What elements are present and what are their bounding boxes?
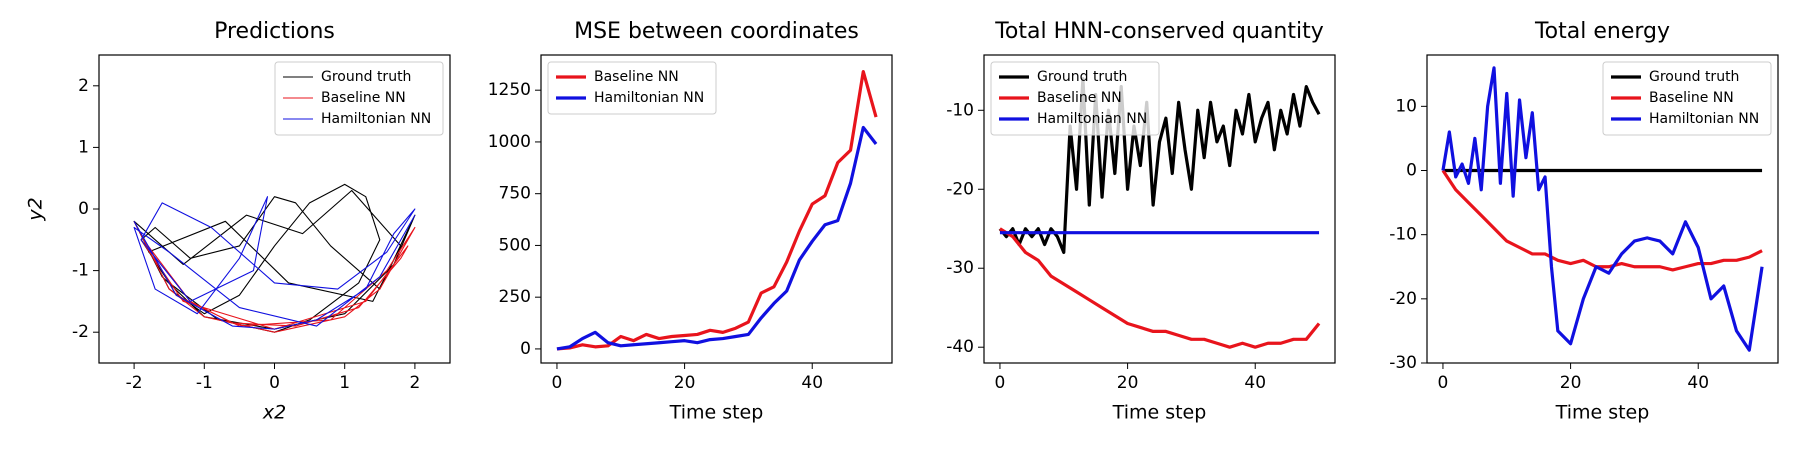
legend-label: Hamiltonian NN <box>1037 111 1147 127</box>
legend-label: Baseline NN <box>1037 90 1122 106</box>
series-line <box>999 227 1321 349</box>
y-tick-label: 0 <box>78 199 89 219</box>
y-tick-label: -40 <box>946 337 974 357</box>
legend-frame <box>274 61 444 136</box>
y-tick-label: 0 <box>1406 161 1417 181</box>
legend-label: Ground truth <box>321 69 411 85</box>
y-tick-label: -10 <box>1389 225 1417 245</box>
x-tick-label: 0 <box>552 373 563 393</box>
legend-label: Baseline NN <box>321 90 406 106</box>
series-line <box>556 125 878 351</box>
subplot: Predictions x2 y2 -2 -1 0 1 2 -2 -1 0 1 2 Ground trut… <box>25 19 451 424</box>
x-tick-label: -2 <box>126 373 143 393</box>
subplot: Total energy Time step 0 20 40 -30 -20 -10 0 10 Gr… <box>1389 19 1779 424</box>
axes-frame <box>540 54 893 364</box>
subplot-title: MSE between coordinates <box>574 19 859 44</box>
legend-label: Hamiltonian NN <box>1649 111 1759 127</box>
x-tick-label: 0 <box>1438 373 1449 393</box>
y-tick-label: 1000 <box>488 132 531 152</box>
subplot-title: Total HNN-conserved quantity <box>994 19 1324 44</box>
legend-frame <box>990 61 1160 136</box>
legend-label: Hamiltonian NN <box>594 90 704 106</box>
y-tick-label: 1250 <box>488 80 531 100</box>
x-tick-label: 20 <box>1117 373 1139 393</box>
legend-label: Ground truth <box>1649 69 1739 85</box>
x-tick-label: 0 <box>995 373 1006 393</box>
y-tick-label: 10 <box>1395 96 1417 116</box>
axes-frame <box>983 54 1336 364</box>
y-tick-label: 0 <box>520 339 531 359</box>
y-tick-label: -1 <box>72 261 89 281</box>
legend: Ground truth Baseline NN Hamiltonian NN <box>990 61 1160 136</box>
y-axis-label: y2 <box>25 197 47 221</box>
legend-frame <box>547 61 717 115</box>
legend: Ground truth Baseline NN Hamiltonian NN <box>1602 61 1772 136</box>
axes-frame <box>98 54 451 364</box>
y-tick-label: -10 <box>946 100 974 120</box>
series-line <box>133 196 416 330</box>
legend: Baseline NN Hamiltonian NN <box>547 61 717 115</box>
x-tick-label: 0 <box>269 373 280 393</box>
x-axis-label: Time step <box>1555 402 1650 424</box>
series-line <box>1441 169 1763 272</box>
y-tick-label: -2 <box>72 322 89 342</box>
x-axis-label: x2 <box>262 402 286 424</box>
y-tick-label: -30 <box>1389 353 1417 373</box>
x-tick-label: 20 <box>1560 373 1582 393</box>
legend-label: Baseline NN <box>594 69 679 85</box>
legend-label: Hamiltonian NN <box>321 111 431 127</box>
x-tick-label: -1 <box>196 373 213 393</box>
y-tick-label: 500 <box>499 235 531 255</box>
legend-frame <box>1602 61 1772 136</box>
legend-label: Ground truth <box>1037 69 1127 85</box>
y-tick-label: -30 <box>946 258 974 278</box>
x-tick-label: 40 <box>1687 373 1709 393</box>
legend: Ground truth Baseline NN Hamiltonian NN <box>274 61 444 136</box>
series-line <box>1441 66 1764 352</box>
x-tick-label: 2 <box>409 373 420 393</box>
x-axis-label: Time step <box>1112 402 1207 424</box>
y-tick-label: -20 <box>946 179 974 199</box>
subplot-title: Predictions <box>214 19 335 44</box>
y-tick-label: -20 <box>1389 289 1417 309</box>
x-tick-label: 20 <box>674 373 696 393</box>
series-line <box>133 183 416 333</box>
y-tick-label: 2 <box>78 76 89 96</box>
x-tick-label: 1 <box>339 373 350 393</box>
axes-frame <box>1426 54 1779 364</box>
y-tick-label: 750 <box>499 184 531 204</box>
subplot: MSE between coordinates Time step 0 20 40 0 25… <box>488 19 893 424</box>
x-axis-label: Time step <box>669 402 764 424</box>
y-tick-label: 250 <box>499 287 531 307</box>
x-tick-label: 40 <box>801 373 823 393</box>
subplot-title: Total energy <box>1534 19 1670 44</box>
legend-label: Baseline NN <box>1649 90 1734 106</box>
x-tick-label: 40 <box>1244 373 1266 393</box>
subplot: Total HNN-conserved quantity Time step 0 20… <box>946 19 1336 424</box>
y-tick-label: 1 <box>78 137 89 157</box>
